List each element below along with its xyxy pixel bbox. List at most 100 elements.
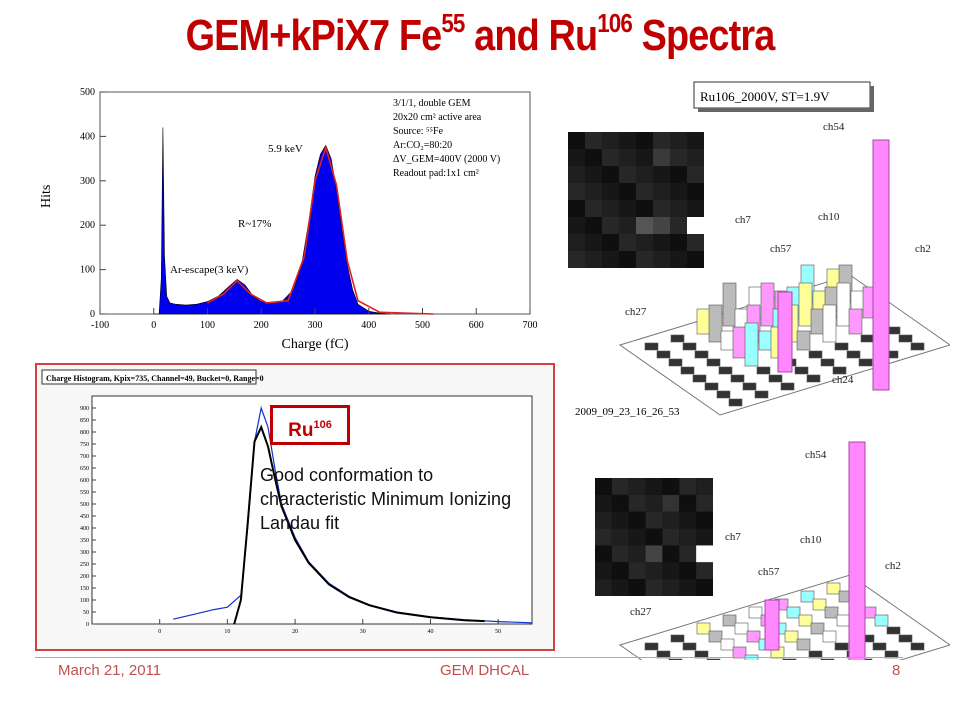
hitmap-cell <box>636 251 653 268</box>
hitmap-cell <box>568 166 585 183</box>
ru-ytick-label: 650 <box>80 466 89 472</box>
lego-timestamp: 2009_09_23_16_26_53 <box>575 406 680 418</box>
hitmap-cell <box>662 478 680 495</box>
footer-rule <box>35 657 903 658</box>
lego-cell <box>694 650 709 659</box>
hitmap-cell <box>670 217 687 234</box>
hitmap-cell <box>628 494 646 512</box>
footer-title: GEM DHCAL <box>440 662 530 679</box>
lego-cell <box>782 658 797 660</box>
hitmap-cell <box>645 494 663 512</box>
fe-info-line: Source: ⁵⁵Fe <box>393 126 444 137</box>
ru-histogram-header: Charge Histogram, Kpix=735, Channel=49, … <box>46 374 264 383</box>
lego-cell <box>808 650 823 659</box>
hitmap-cell <box>662 511 680 529</box>
lego-cell <box>768 374 783 383</box>
hitmap-cell <box>653 149 670 166</box>
lego-cell <box>744 322 759 367</box>
lego-bar-ch54 <box>872 139 890 391</box>
hitmap-cell <box>585 251 602 268</box>
hitmap-cell <box>602 149 619 166</box>
lego-label-ch27: ch27 <box>625 306 647 318</box>
hitmap-cell <box>602 234 619 251</box>
hitmap-cell <box>595 494 612 512</box>
lego-cell <box>848 308 863 335</box>
lego-cell <box>730 374 745 383</box>
hitmap-cell <box>611 562 629 580</box>
lego-cell <box>760 282 775 327</box>
hitmap-cell <box>636 149 653 166</box>
lego-cell <box>910 342 925 351</box>
lego-label-ch2-b: ch2 <box>885 560 901 572</box>
fe-peak-annotation: 5.9 keV <box>268 143 303 155</box>
hitmap-cell <box>585 166 602 183</box>
hitmap-cell <box>653 251 670 268</box>
lego-cell <box>820 358 835 367</box>
lego-cell <box>708 304 723 343</box>
hitmap-cell <box>636 166 653 183</box>
lego-cell <box>722 614 737 627</box>
hitmap-cell <box>636 217 653 234</box>
lego-cell <box>718 366 733 375</box>
hitmap-cell <box>595 528 612 546</box>
lego-cell <box>656 350 671 359</box>
ru-ytick-label: 550 <box>80 490 89 496</box>
hitmap-cell <box>670 200 687 217</box>
hitmap-cell <box>628 579 646 596</box>
lego-cell <box>742 382 757 391</box>
lego-cell <box>822 304 837 343</box>
footer-date: March 21, 2011 <box>58 662 162 679</box>
fe-info-line: 20x20 cm² active area <box>393 112 482 123</box>
lego-cell <box>872 642 887 651</box>
hitmap-cell <box>595 478 612 495</box>
ru-ytick-label: 800 <box>80 430 89 436</box>
lego-label-ch24: ch24 <box>832 374 854 386</box>
lego-cell <box>680 366 695 375</box>
hitmap-cell <box>696 545 713 563</box>
hitmap-cell <box>602 183 619 200</box>
ru-xtick-label: 50 <box>495 629 501 635</box>
hitmap-cell <box>679 478 697 495</box>
lego-cell <box>798 282 813 327</box>
hitmap-cell <box>645 478 663 495</box>
fe-ytick-label: 300 <box>80 176 95 187</box>
lego-cell <box>860 334 875 343</box>
ru-xtick-label: 30 <box>360 629 366 635</box>
hitmap-cell <box>568 217 585 234</box>
ru-ytick-label: 850 <box>80 418 89 424</box>
lego-cell <box>846 350 861 359</box>
ru-ytick-label: 350 <box>80 538 89 544</box>
lego-label-ch27-b: ch27 <box>630 606 652 618</box>
hitmap-cell <box>687 132 704 149</box>
lego-cell <box>808 350 823 359</box>
lego-cell <box>704 382 719 391</box>
hitmap-cell <box>670 234 687 251</box>
hitmap-cell <box>662 545 680 563</box>
fe-ytick-label: 100 <box>80 265 95 276</box>
lego-label-ch54-b: ch54 <box>805 449 827 461</box>
hitmap-cell <box>670 183 687 200</box>
lego-cell <box>696 308 711 335</box>
fe-info-line: Readout pad:1x1 cm² <box>393 168 479 179</box>
hitmap-cell <box>662 579 680 596</box>
hitmap-cell <box>696 478 713 495</box>
lego-cell <box>820 658 835 660</box>
fe-xtick-label: -100 <box>91 320 109 331</box>
lego-cell <box>656 650 671 659</box>
hitmap-cell <box>602 200 619 217</box>
lego-cell <box>692 374 707 383</box>
hitmap-cell <box>687 251 704 268</box>
hitmap-cell <box>585 200 602 217</box>
hitmap-cell <box>679 579 697 596</box>
hitmap-cell <box>636 132 653 149</box>
lego-cell <box>758 330 773 351</box>
hitmap-cell <box>662 562 680 580</box>
hitmap-cell <box>653 183 670 200</box>
hitmap-cell <box>670 149 687 166</box>
lego-label-ch7: ch7 <box>735 214 751 226</box>
lego-cell <box>824 606 839 619</box>
ru-ytick-label: 750 <box>80 442 89 448</box>
lego-cell <box>706 358 721 367</box>
hitmap-cell <box>619 166 636 183</box>
